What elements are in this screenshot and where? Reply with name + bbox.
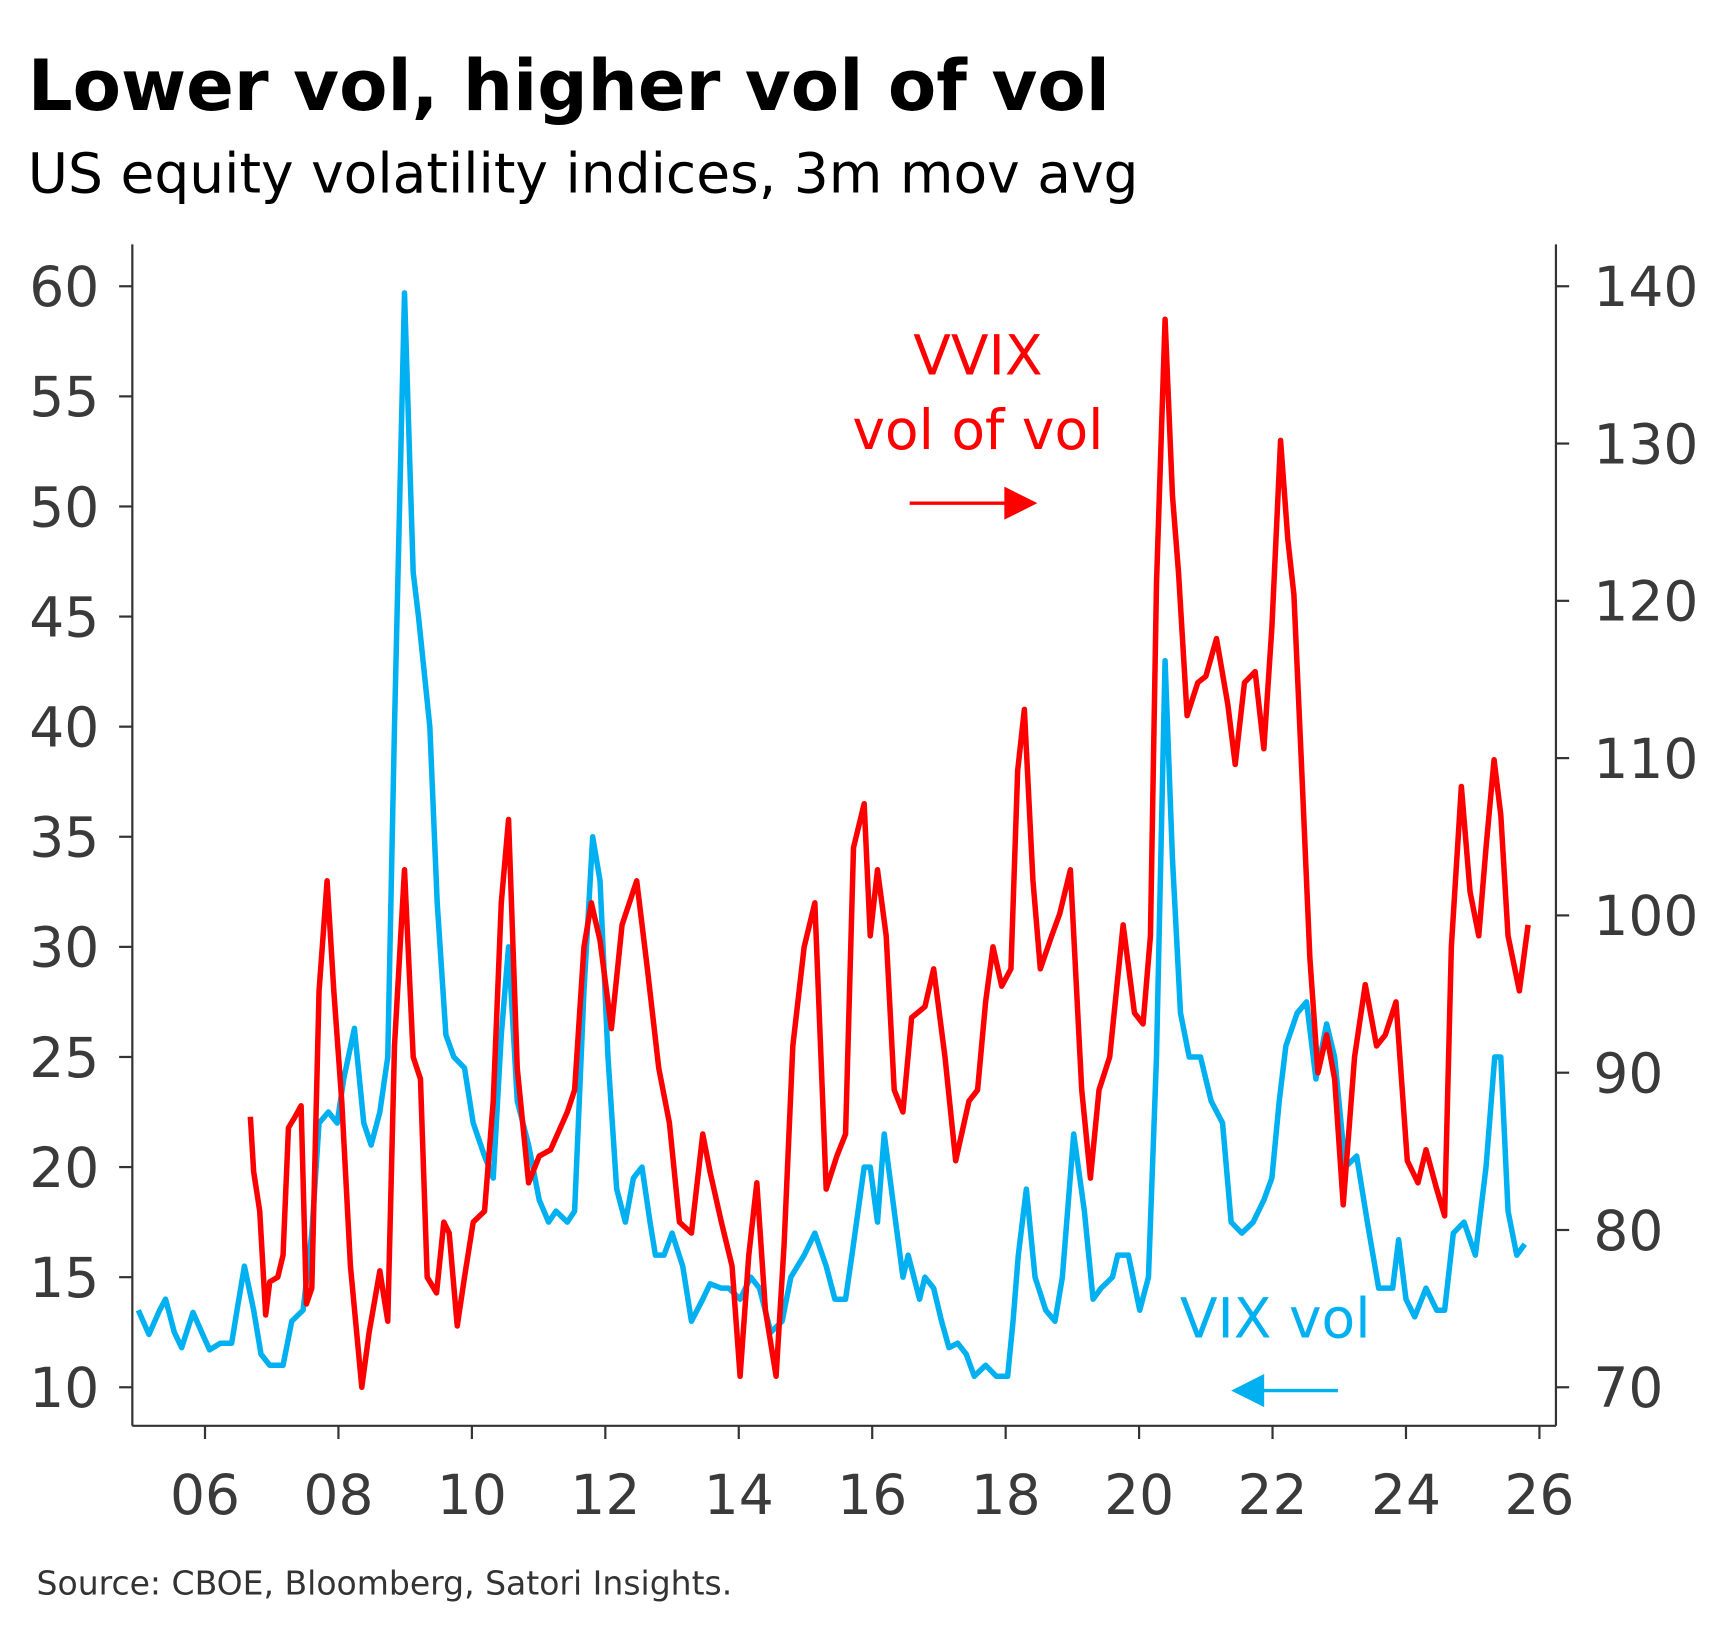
x-tick-label: 14 (704, 1463, 774, 1527)
left-y-tick-label: 60 (29, 255, 99, 319)
right-y-tick-label: 80 (1593, 1199, 1663, 1263)
x-tick-label: 18 (971, 1463, 1041, 1527)
x-tick-label: 26 (1504, 1463, 1574, 1527)
right-y-tick-label: 100 (1593, 884, 1698, 948)
source-note: Source: CBOE, Bloomberg, Satori Insights… (37, 1563, 733, 1602)
x-tick-label: 24 (1371, 1463, 1441, 1527)
chart-subtitle: US equity volatility indices, 3m mov avg (28, 142, 1139, 206)
right-arrow-icon (909, 486, 1038, 520)
left-y-tick-label: 50 (29, 475, 99, 539)
x-tick-label: 08 (303, 1463, 373, 1527)
right-y-tick-label: 90 (1593, 1042, 1663, 1106)
vvix-label: VVIX (913, 323, 1042, 387)
series-line-vix (135, 290, 1528, 1380)
vvix-sublabel: vol of vol (852, 398, 1103, 462)
x-tick-label: 22 (1238, 1463, 1308, 1527)
left-y-tick-label: 30 (29, 916, 99, 980)
vix-label: VIX vol (1180, 1287, 1371, 1351)
x-tick-label: 12 (570, 1463, 640, 1527)
vix-annotation: VIX vol (1180, 1287, 1371, 1408)
x-tick-label: 10 (437, 1463, 507, 1527)
left-y-tick-label: 55 (29, 365, 99, 429)
right-y-tick-label: 130 (1593, 412, 1698, 476)
right-y-tick-label: 120 (1593, 570, 1698, 634)
plot-frame (131, 244, 1558, 1427)
left-y-tick-label: 45 (29, 585, 99, 649)
left-arrow-icon (1231, 1374, 1338, 1408)
left-y-tick-label: 35 (29, 806, 99, 870)
vvix-annotation: VVIX vol of vol (852, 323, 1103, 520)
right-y-tick-label: 110 (1593, 727, 1698, 791)
right-y-tick-label: 140 (1593, 255, 1698, 319)
left-y-tick-label: 20 (29, 1136, 99, 1200)
x-tick-label: 20 (1104, 1463, 1174, 1527)
x-tick-label: 16 (837, 1463, 907, 1527)
left-y-tick-label: 15 (29, 1246, 99, 1310)
series-line-vvix (247, 316, 1531, 1391)
left-y-tick-label: 10 (29, 1356, 99, 1420)
x-tick-label: 06 (170, 1463, 240, 1527)
left-y-tick-label: 25 (29, 1026, 99, 1090)
chart-title: Lower vol, higher vol of vol (28, 45, 1110, 127)
right-y-tick-label: 70 (1593, 1356, 1663, 1420)
left-y-tick-label: 40 (29, 695, 99, 759)
